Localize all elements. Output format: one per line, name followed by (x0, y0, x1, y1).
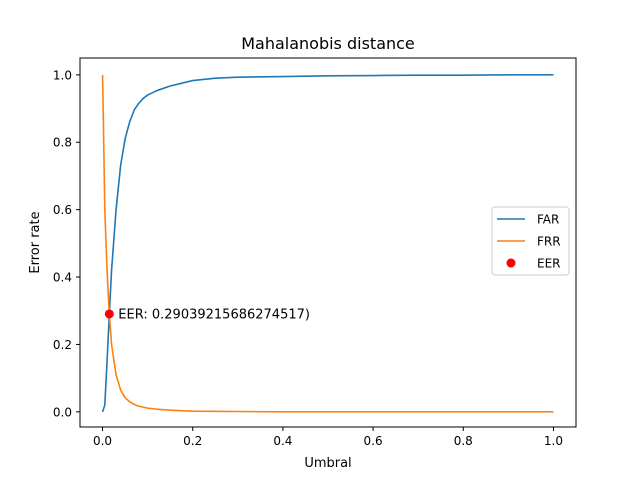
x-tick-label: 0.8 (454, 434, 473, 448)
axis-ticks: 0.0 0.2 0.4 0.6 0.8 1.0 0.0 0.2 0.4 0.6 0.8 1.0 (53, 68, 563, 448)
x-tick-label: 0.0 (93, 434, 112, 448)
legend-label: FAR (537, 213, 559, 227)
legend-label: EER (537, 257, 561, 271)
y-tick-label: 0.8 (53, 136, 72, 150)
y-tick-label: 0.0 (53, 405, 72, 419)
series-line-far (101, 74, 554, 413)
chart-title: Mahalanobis distance (241, 34, 415, 53)
y-tick-label: 1.0 (53, 68, 72, 82)
axes-frame (79, 57, 577, 428)
plot-area: EER: 0.29039215686274517) (101, 74, 554, 413)
eer-annotation: EER: 0.29039215686274517) (118, 307, 310, 322)
legend: FAR FRR EER (491, 206, 570, 276)
x-tick-label: 1.0 (544, 434, 563, 448)
y-tick-label: 0.2 (53, 338, 72, 352)
x-tick-label: 0.6 (364, 434, 383, 448)
series-line-frr (101, 74, 554, 413)
x-tick-label: 0.4 (273, 434, 292, 448)
y-tick-label: 0.6 (53, 203, 72, 217)
legend-swatch (506, 258, 516, 268)
legend-box (491, 206, 570, 276)
y-tick-label: 0.4 (53, 271, 72, 285)
y-axis-label: Error rate (28, 211, 43, 273)
legend-label: FRR (537, 235, 561, 249)
x-tick-label: 0.2 (183, 434, 202, 448)
x-axis-label: Umbral (304, 456, 351, 471)
eer-point (104, 309, 114, 319)
